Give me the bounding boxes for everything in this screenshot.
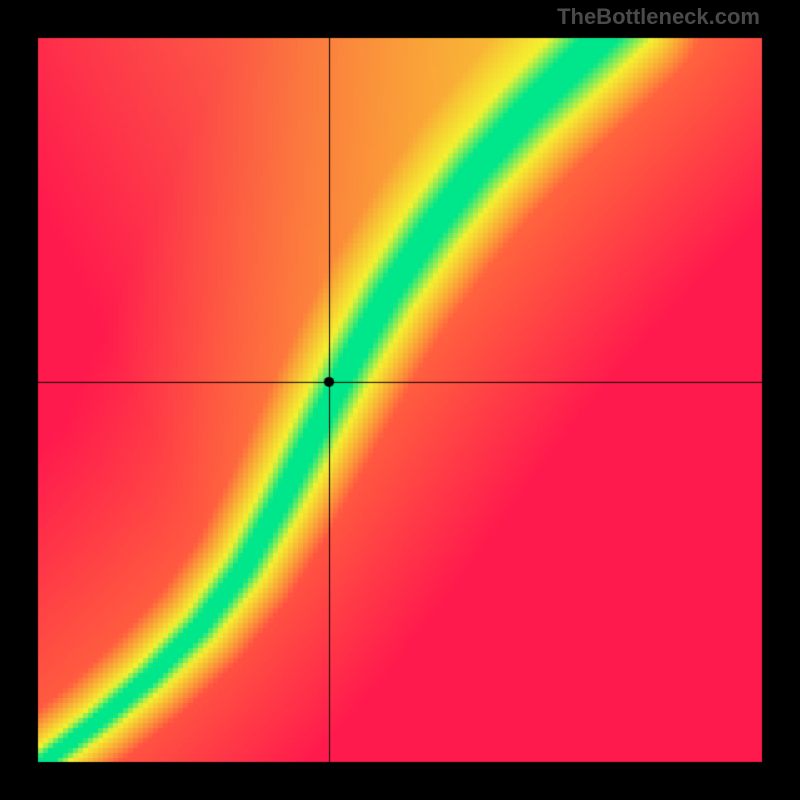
watermark-text: TheBottleneck.com (557, 4, 760, 30)
bottleneck-heatmap (0, 0, 800, 800)
chart-container: TheBottleneck.com (0, 0, 800, 800)
